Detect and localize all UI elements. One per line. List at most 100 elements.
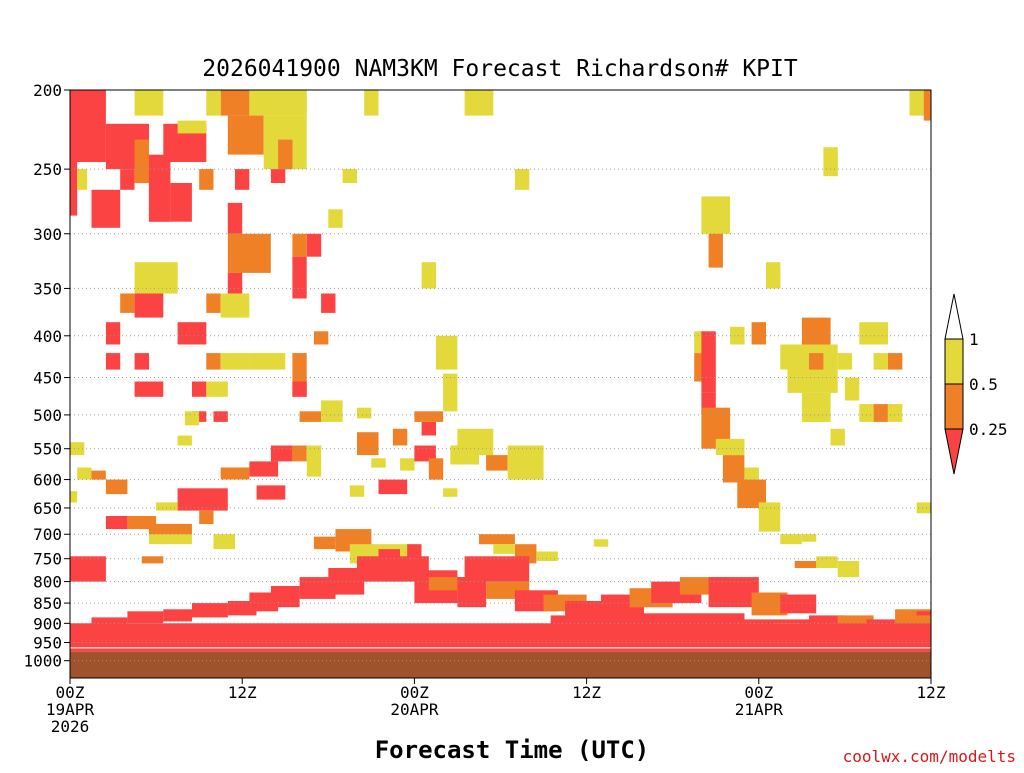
heatmap-cell (758, 502, 781, 532)
legend-label: 0.5 (969, 375, 998, 394)
y-tick-label: 900 (33, 614, 62, 633)
chart-title: 2026041900 NAM3KM Forecast Richardson# K… (202, 56, 798, 82)
heatmap-cell (443, 488, 458, 497)
y-tick-label: 850 (33, 594, 62, 613)
x-tick-label: 00Z (744, 683, 773, 702)
heatmap-cell (830, 428, 845, 446)
y-tick-label: 1000 (23, 652, 62, 671)
heatmap-cell (70, 556, 106, 582)
heatmap-cell (170, 183, 192, 222)
heatmap-cell (292, 233, 307, 257)
heatmap-cell (342, 169, 357, 183)
y-tick-label: 350 (33, 279, 62, 298)
heatmap-cell (708, 577, 759, 608)
heatmap-cell (357, 407, 372, 419)
heatmap-cell (177, 322, 207, 345)
heatmap-cell (708, 233, 723, 268)
heatmap-cell (859, 404, 874, 422)
heatmap-cell (163, 609, 192, 622)
heatmap-cell (249, 461, 279, 477)
x-tick-label: 00Z (56, 683, 85, 702)
heatmap-cell (70, 162, 78, 216)
heatmap-cell (227, 272, 243, 294)
y-tick-label: 250 (33, 160, 62, 179)
legend-swatch (944, 383, 964, 430)
legend-swatch-top (944, 293, 964, 340)
heatmap-cell (837, 561, 860, 578)
heatmap-cell (177, 435, 192, 446)
heatmap-cell (780, 534, 802, 545)
heatmap-cell (321, 293, 336, 313)
heatmap-cell (120, 293, 135, 313)
heatmap-cell (148, 523, 192, 535)
heatmap-cell (378, 549, 400, 564)
heatmap-cell (70, 647, 931, 649)
y-tick-label: 550 (33, 440, 62, 459)
heatmap-cell (443, 373, 458, 412)
heatmap-cell (421, 262, 436, 289)
heatmap-cell (751, 322, 766, 345)
heatmap-cell (105, 479, 128, 495)
x-tick-label: 00Z (400, 683, 429, 702)
plot-frame (69, 89, 932, 679)
heatmap-cell (177, 488, 228, 511)
heatmap-cell (306, 445, 322, 477)
heatmap-cell (270, 445, 293, 462)
legend-label: 0.25 (969, 420, 1008, 439)
heatmap-cell (715, 438, 745, 456)
heatmap-cell (77, 169, 88, 190)
heatmap-cell (206, 293, 221, 313)
heatmap-cell (766, 267, 781, 289)
heatmap-cell (801, 534, 817, 542)
x-tick-label: 20APR (390, 700, 439, 719)
heatmap-cell (371, 458, 386, 468)
heatmap-cell (213, 411, 228, 422)
heatmap-cell (486, 455, 508, 471)
heatmap-cell (414, 445, 436, 462)
heatmap-cell (256, 485, 286, 500)
heatmap-cell (213, 534, 235, 550)
heatmap-cell (701, 331, 716, 345)
heatmap-cell (127, 611, 164, 624)
heatmap-cell (730, 326, 745, 345)
heatmap-cell (227, 202, 243, 234)
credit-text: coolwx.com/modelts (843, 747, 1016, 766)
heatmap-cell (751, 592, 788, 616)
heatmap-cell (909, 90, 924, 116)
heatmap-cell (70, 623, 931, 652)
heatmap-cell (321, 400, 343, 422)
heatmap-cell (916, 502, 931, 514)
heatmap-cell (70, 90, 106, 162)
heatmap-cell (134, 139, 149, 184)
heatmap-cell (70, 491, 78, 503)
heatmap-cell (227, 601, 257, 616)
heatmap-cell (464, 90, 494, 116)
heatmap-cell (177, 120, 207, 134)
heatmap-cell (349, 485, 365, 497)
heatmap-cell (134, 381, 164, 397)
heatmap-cell (837, 353, 853, 370)
heatmap-cell (514, 169, 530, 190)
y-tick-label: 600 (33, 471, 62, 490)
heatmap-cell (220, 467, 250, 480)
heatmap-cell (235, 169, 250, 190)
heatmap-cell (457, 577, 487, 608)
heatmap-cell (428, 577, 465, 591)
heatmap-cell (887, 404, 903, 422)
y-tick-label: 650 (33, 499, 62, 518)
heatmap-cell (91, 189, 121, 228)
heatmap-cell (493, 544, 515, 554)
heatmap-cell (134, 293, 164, 318)
heatmap-cell (801, 393, 831, 422)
heatmap-cell (134, 353, 149, 370)
heatmap-cell (105, 516, 128, 530)
heatmap-cell (220, 90, 250, 116)
heatmap-cell (421, 421, 436, 436)
heatmap-cell (313, 331, 329, 345)
heatmap-cell (801, 317, 831, 345)
heatmap-cell (873, 353, 888, 370)
heatmap-cell (206, 353, 221, 370)
heatmap-cell (249, 592, 279, 612)
y-tick-label: 200 (33, 81, 62, 100)
